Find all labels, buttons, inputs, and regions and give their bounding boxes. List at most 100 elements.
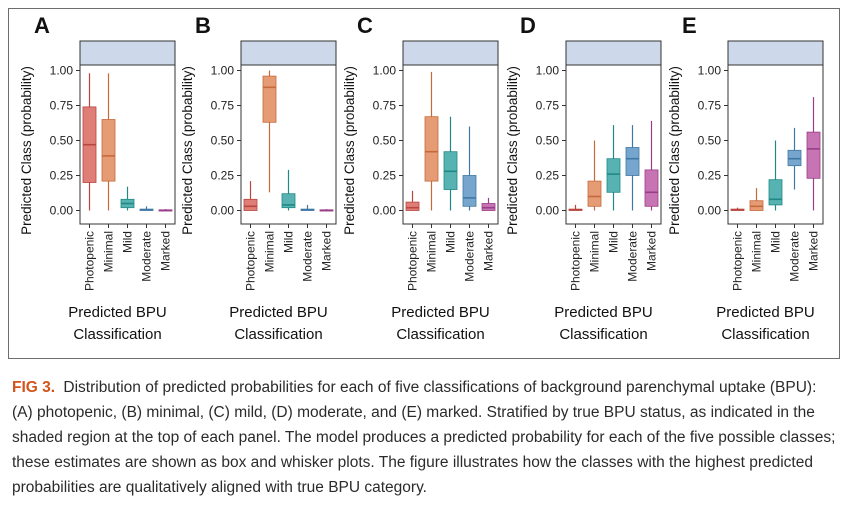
y-tick-label: 0.50 — [211, 134, 235, 148]
box-minimal — [749, 188, 764, 211]
x-axis-title-line1: Predicted BPU — [229, 304, 327, 321]
x-tick-label: Photopenic — [244, 231, 258, 291]
x-tick-label: Mild — [607, 231, 621, 253]
box-iqr — [243, 198, 258, 211]
x-axis-title-line2: Classification — [721, 326, 809, 343]
box-moderate — [139, 206, 154, 211]
strip-header — [402, 40, 499, 66]
box-iqr — [768, 179, 783, 206]
x-axis-title-line1: Predicted BPU — [716, 304, 814, 321]
y-tick-label: 1.00 — [536, 64, 560, 78]
x-tick-label: Mild — [769, 231, 783, 253]
box-minimal — [262, 70, 277, 193]
box-mild — [768, 140, 783, 211]
box-iqr — [424, 116, 439, 182]
box-marked — [158, 209, 173, 212]
x-tick-label: Marked — [807, 231, 821, 271]
y-tick-label: 0.75 — [373, 99, 397, 113]
y-axis-label: Predicted Class (probability) — [342, 66, 357, 235]
box-iqr — [644, 169, 659, 207]
y-tick-label: 0.25 — [50, 169, 74, 183]
box-mild — [443, 116, 458, 211]
panel-b: B 0.00 0.25 0.50 0.75 1.00 Predicted Class (pr… — [180, 13, 337, 343]
x-tick-label: Photopenic — [406, 231, 420, 291]
x-axis-title-line1: Predicted BPU — [554, 304, 652, 321]
y-tick-label: 0.75 — [536, 99, 560, 113]
box-iqr — [806, 131, 821, 179]
box-marked — [806, 97, 821, 211]
y-axis-label: Predicted Class (probability) — [19, 66, 34, 235]
box-iqr — [625, 147, 640, 176]
panel-letter: D — [520, 13, 536, 38]
box-minimal — [101, 73, 116, 211]
figure-frame: A 0.00 0.25 0.50 0.75 1.00 Predicted Class (pr… — [8, 8, 840, 359]
y-tick-label: 1.00 — [50, 64, 74, 78]
y-tick-label: 0.25 — [211, 169, 235, 183]
x-tick-label: Marked — [159, 231, 173, 271]
box-marked — [319, 209, 334, 212]
box-mild — [606, 125, 621, 211]
y-tick-label: 1.00 — [698, 64, 722, 78]
x-tick-label: Photopenic — [731, 231, 745, 291]
x-tick-label: Moderate — [301, 231, 315, 282]
box-photopenic — [730, 207, 745, 211]
box-photopenic — [405, 190, 420, 211]
x-tick-label: Marked — [645, 231, 659, 271]
caption-label: FIG 3. — [12, 379, 56, 396]
y-tick-label: 0.75 — [50, 99, 74, 113]
box-photopenic — [243, 181, 258, 211]
box-iqr — [101, 119, 116, 182]
x-tick-label: Minimal — [263, 231, 277, 272]
y-tick-label: 0.25 — [536, 169, 560, 183]
x-axis-title-line2: Classification — [234, 326, 322, 343]
strip-header — [240, 40, 337, 66]
panel-letter: E — [682, 13, 697, 38]
strip-header — [79, 40, 176, 66]
box-moderate — [462, 126, 477, 211]
box-iqr — [262, 75, 277, 123]
x-tick-label: Moderate — [788, 231, 802, 282]
y-tick-label: 0.50 — [698, 134, 722, 148]
y-tick-label: 0.00 — [373, 204, 397, 218]
x-tick-label: Minimal — [588, 231, 602, 272]
box-photopenic — [82, 73, 97, 211]
box-iqr — [462, 175, 477, 207]
y-tick-label: 0.25 — [373, 169, 397, 183]
y-tick-label: 1.00 — [373, 64, 397, 78]
panel-a: A 0.00 0.25 0.50 0.75 1.00 Predicted Class (pr… — [19, 13, 176, 343]
y-tick-label: 0.00 — [698, 204, 722, 218]
y-tick-label: 1.00 — [211, 64, 235, 78]
y-tick-label: 0.50 — [373, 134, 397, 148]
box-minimal — [424, 71, 439, 211]
panel-d: D 0.00 0.25 0.50 0.75 1.00 Predicted Class (pr… — [505, 13, 662, 343]
x-tick-label: Mild — [282, 231, 296, 253]
figure-panels: A 0.00 0.25 0.50 0.75 1.00 Predicted Class (pr… — [19, 13, 824, 343]
panel-letter: C — [357, 13, 373, 38]
y-axis-label: Predicted Class (probability) — [667, 66, 682, 235]
panel-e: E 0.00 0.25 0.50 0.75 1.00 Predicted Class (pr… — [667, 13, 824, 343]
x-tick-label: Marked — [482, 231, 496, 271]
y-tick-label: 0.75 — [211, 99, 235, 113]
box-iqr — [587, 180, 602, 207]
box-marked — [644, 120, 659, 211]
box-moderate — [625, 125, 640, 211]
x-tick-label: Minimal — [102, 231, 116, 272]
x-axis-title-line1: Predicted BPU — [391, 304, 489, 321]
panel-c: C 0.00 0.25 0.50 0.75 1.00 Predicted Class (pr… — [342, 13, 499, 343]
strip-header — [727, 40, 824, 66]
y-tick-label: 0.75 — [698, 99, 722, 113]
panel-letter: B — [195, 13, 211, 38]
box-minimal — [587, 140, 602, 211]
box-iqr — [606, 158, 621, 193]
panel-letter: A — [34, 13, 50, 38]
x-axis-title-line1: Predicted BPU — [68, 304, 166, 321]
x-axis-title-line2: Classification — [396, 326, 484, 343]
y-axis-label: Predicted Class (probability) — [180, 66, 195, 235]
x-tick-label: Photopenic — [569, 231, 583, 291]
x-tick-label: Moderate — [140, 231, 154, 282]
y-tick-label: 0.25 — [698, 169, 722, 183]
box-moderate — [300, 204, 315, 211]
caption-text: Distribution of predicted probabilities … — [12, 379, 836, 496]
box-marked — [481, 197, 496, 211]
x-tick-label: Photopenic — [83, 231, 97, 291]
